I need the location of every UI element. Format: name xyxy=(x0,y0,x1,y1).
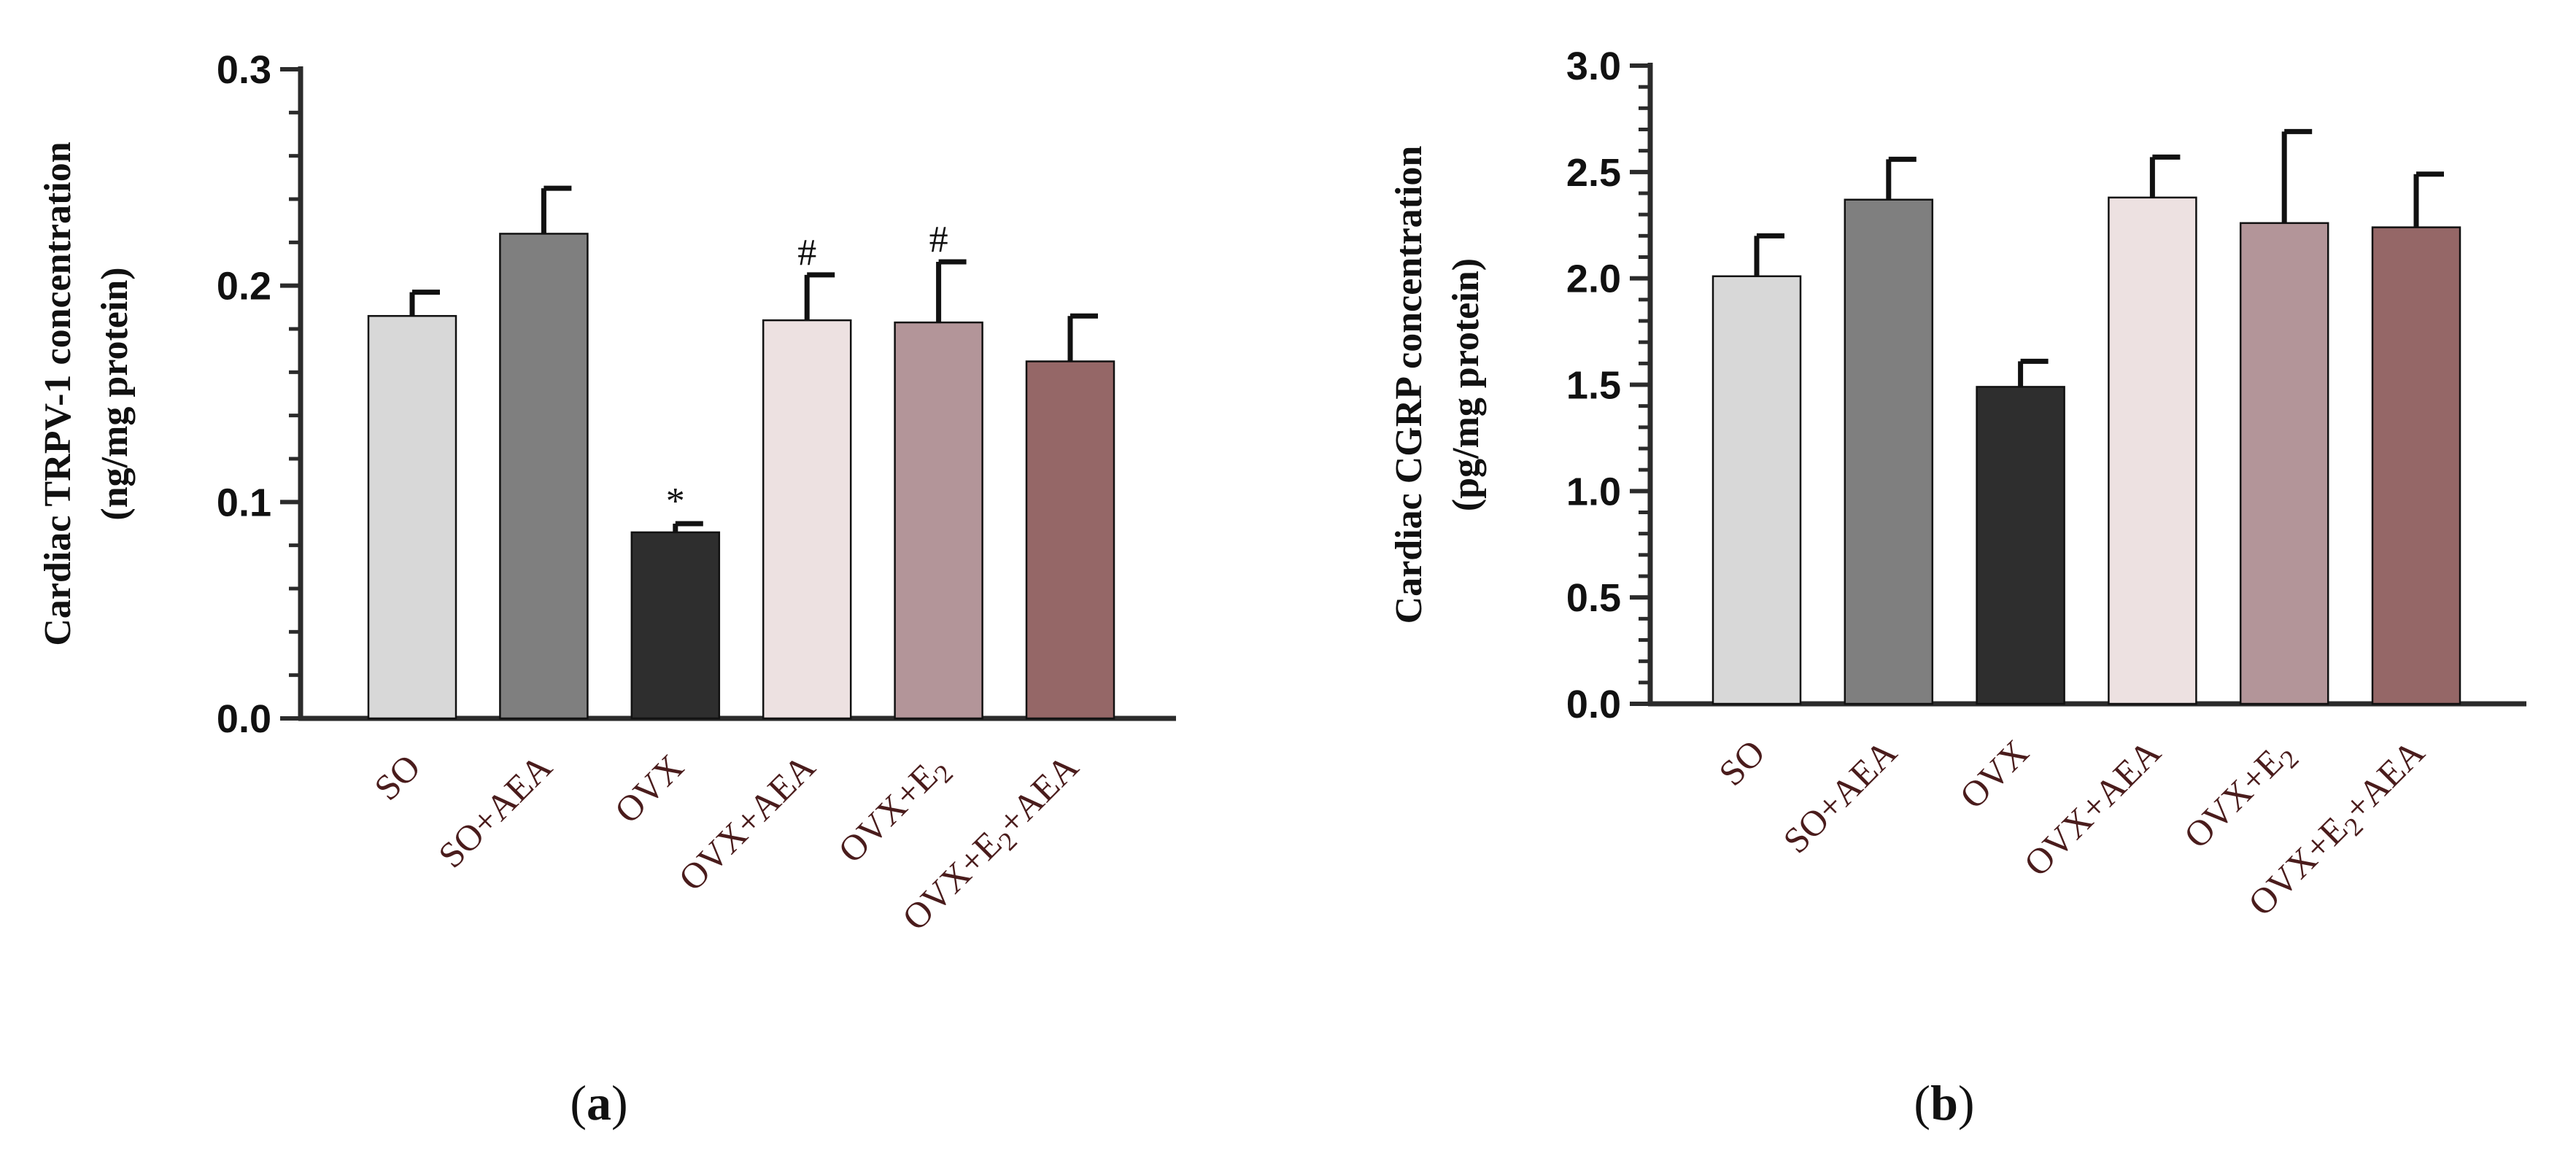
x-category-label: OVX+E2 xyxy=(2176,732,2305,860)
category-text: SO+AEA xyxy=(430,746,560,875)
y-tick-label: 0.5 xyxy=(1566,576,1621,620)
y-tick-label: 0.0 xyxy=(1566,683,1621,726)
panel-label-a: (a) xyxy=(570,1075,627,1130)
x-category-label: OVX+E2 xyxy=(830,746,959,874)
y-tick-label: 0.0 xyxy=(217,697,271,741)
y-tick-label: 1.0 xyxy=(1566,470,1621,513)
category-text: SO xyxy=(1711,732,1773,794)
x-category-label: OVX xyxy=(1952,732,2036,816)
y-tick-label: 2.0 xyxy=(1566,257,1621,301)
x-category-label: OVX+AEA xyxy=(670,746,823,899)
category-text: OVX xyxy=(1952,732,2036,816)
category-text: OVX+AEA xyxy=(670,746,823,899)
x-category-label: SO xyxy=(366,746,428,808)
category-text: OVX xyxy=(606,746,691,831)
x-category-label: OVX xyxy=(606,746,691,831)
bar xyxy=(762,319,852,720)
bar xyxy=(2239,222,2329,705)
significance-marker: * xyxy=(666,481,685,522)
bar xyxy=(1976,386,2065,705)
y-tick-label: 3.0 xyxy=(1566,44,1621,88)
y-axis-title-line2: (ng/mg protein) xyxy=(94,267,136,520)
category-text: OVX+E xyxy=(830,756,945,871)
bar xyxy=(1844,198,1934,705)
bar xyxy=(630,531,721,720)
bar xyxy=(2371,226,2461,705)
bar xyxy=(1711,275,1802,705)
x-category-label: SO xyxy=(1711,732,1773,794)
chart-a-trpv1: 0.0 0.1 0.2 0.3 Cardiac TRPV-1 concentration… xyxy=(37,48,1176,939)
y-axis-title-line1: Cardiac CGRP concentration xyxy=(1388,146,1430,624)
bar xyxy=(367,314,457,720)
y-axis-title-line1: Cardiac TRPV-1 concentration xyxy=(37,141,79,645)
category-text: SO+AEA xyxy=(1775,732,1904,861)
y-tick-label: 0.2 xyxy=(217,265,271,309)
y-tick-label: 0.3 xyxy=(217,48,271,92)
category-text: +AEA xyxy=(2336,732,2432,828)
y-tick-label: 0.1 xyxy=(217,481,271,524)
category-text: OVX+E xyxy=(894,823,1010,939)
x-category-label: OVX+AEA xyxy=(2016,732,2168,884)
y-tick-label: 2.5 xyxy=(1566,151,1621,195)
bar xyxy=(499,233,589,720)
category-text: OVX+E xyxy=(2176,741,2291,856)
bar xyxy=(2108,196,2197,705)
category-text: SO xyxy=(366,746,428,808)
chart-b-cgrp: 0.0 0.5 1.0 1.5 2.0 2.5 3.0 Cardiac CGRP concen… xyxy=(1388,44,2526,924)
panel-label-b: (b) xyxy=(1914,1075,1974,1130)
y-axis-title-line2: (pg/mg protein) xyxy=(1445,258,1487,511)
category-text: +AEA xyxy=(990,746,1086,842)
significance-marker: # xyxy=(797,232,816,274)
significance-marker: # xyxy=(929,219,948,260)
category-text: OVX+AEA xyxy=(2016,732,2168,884)
category-text: OVX+E xyxy=(2240,809,2356,924)
y-tick-label: 1.5 xyxy=(1566,364,1621,408)
bar xyxy=(894,321,983,720)
x-category-label: SO+AEA xyxy=(430,746,560,875)
x-category-label: SO+AEA xyxy=(1775,732,1904,861)
bar xyxy=(1025,360,1115,720)
